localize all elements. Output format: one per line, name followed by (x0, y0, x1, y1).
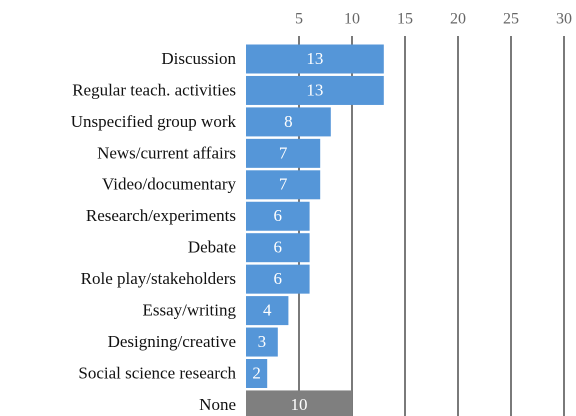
bar (246, 327, 278, 357)
x-tick-label: 10 (344, 11, 360, 28)
category-label: Discussion (161, 49, 236, 68)
category-label: Research/experiments (86, 206, 236, 225)
value-label: 6 (274, 206, 283, 225)
bar (246, 201, 310, 231)
x-tick-label: 5 (295, 11, 303, 28)
category-label: Designing/creative (108, 332, 236, 351)
value-label: 8 (284, 112, 293, 131)
bar (246, 359, 268, 388)
bar (246, 107, 331, 137)
value-label: 6 (274, 269, 283, 288)
category-label: Debate (188, 238, 236, 257)
value-label: 4 (263, 301, 272, 320)
bar (246, 264, 310, 294)
bar (246, 44, 384, 74)
value-label: 3 (258, 332, 267, 351)
category-label: Essay/writing (143, 301, 237, 320)
value-label: 13 (306, 49, 323, 68)
x-tick-label: 25 (503, 11, 519, 28)
bar (246, 296, 289, 326)
x-tick-label: 20 (450, 11, 466, 28)
x-tick-label: 30 (556, 11, 572, 28)
x-tick-label: 15 (397, 11, 413, 28)
bar (246, 75, 384, 105)
bar (246, 138, 321, 168)
value-label: 10 (291, 395, 308, 414)
value-label: 13 (306, 80, 323, 99)
category-label: Role play/stakeholders (81, 269, 236, 288)
value-label: 2 (252, 363, 261, 382)
bar (246, 170, 321, 200)
value-label: 6 (274, 238, 283, 257)
category-label: News/current affairs (97, 143, 236, 162)
category-label: Regular teach. activities (72, 80, 236, 99)
category-label: Unspecified group work (71, 112, 237, 131)
bar (246, 390, 352, 416)
value-label: 7 (279, 143, 288, 162)
category-label: Social science research (78, 363, 236, 382)
bar (246, 233, 310, 263)
category-label: Video/documentary (102, 175, 236, 194)
category-label: None (199, 395, 236, 414)
value-label: 7 (279, 175, 288, 194)
